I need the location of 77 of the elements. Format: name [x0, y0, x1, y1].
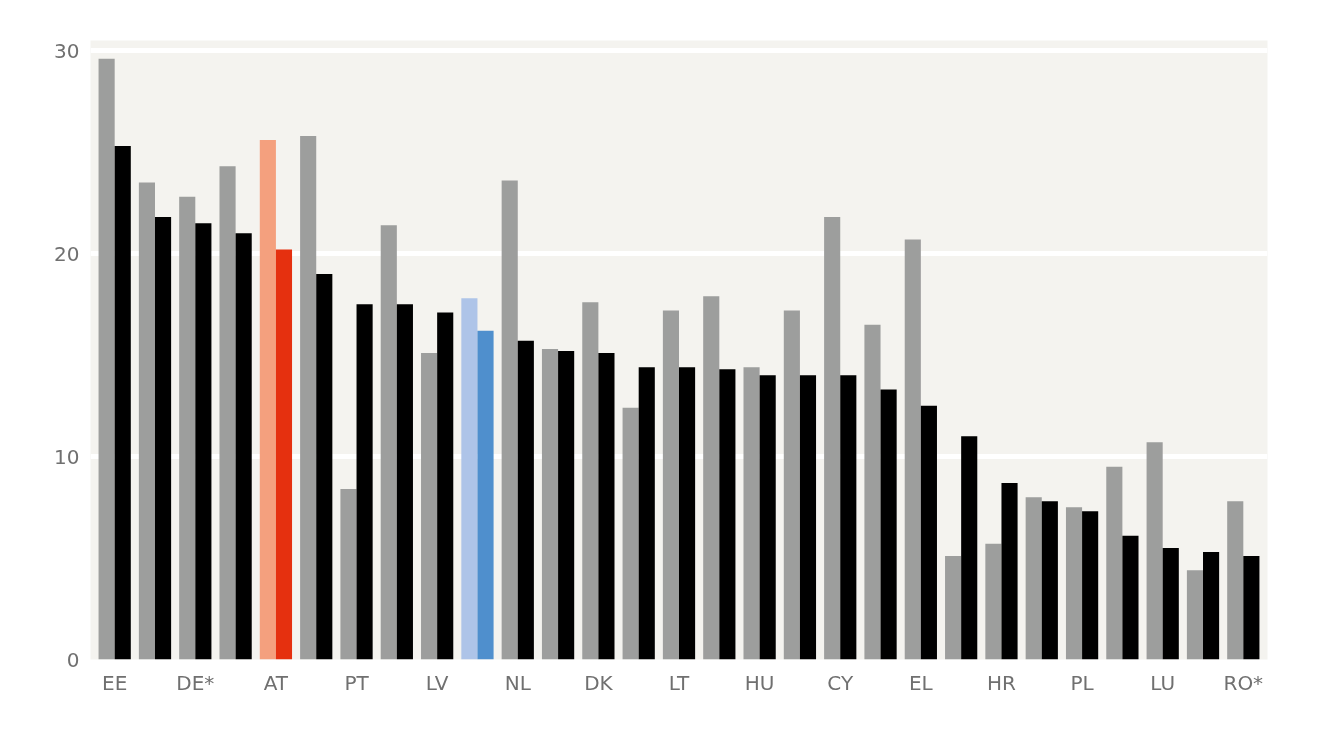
x-tick-label: LT	[668, 670, 691, 695]
x-tick-label: EL	[908, 670, 934, 695]
bar	[1025, 497, 1042, 660]
bar	[259, 139, 276, 660]
bar	[1082, 511, 1099, 660]
bar	[799, 375, 817, 660]
x-tick-label: PT	[344, 670, 370, 695]
bar	[1243, 556, 1260, 660]
bar	[904, 239, 921, 660]
bar	[396, 304, 413, 660]
bar	[1065, 507, 1083, 660]
bar	[421, 353, 438, 660]
bar	[477, 330, 494, 660]
bar	[517, 340, 534, 660]
bar	[743, 367, 760, 660]
y-tick-label: 0	[66, 647, 80, 672]
bar	[1162, 547, 1179, 660]
bar	[985, 543, 1002, 660]
bar	[759, 375, 776, 660]
bar	[340, 489, 357, 660]
bar	[98, 58, 115, 660]
bar	[501, 180, 518, 660]
x-tick-label: LV	[425, 670, 449, 695]
x-tick-label: PL	[1070, 670, 1095, 695]
bar	[461, 298, 478, 660]
bar	[1203, 551, 1220, 660]
bar	[961, 436, 978, 660]
bar	[541, 348, 559, 660]
bar	[1146, 442, 1163, 660]
bar	[824, 217, 841, 660]
bar	[662, 310, 679, 660]
bar	[114, 146, 131, 660]
bar	[1041, 501, 1058, 660]
bar	[945, 556, 962, 660]
bar	[300, 135, 317, 660]
bar	[219, 166, 236, 660]
bar	[920, 405, 937, 660]
bar	[783, 310, 800, 660]
x-tick-label: NL	[504, 670, 532, 695]
bar	[1106, 466, 1123, 660]
x-tick-label: HR	[987, 670, 1017, 695]
bar	[179, 196, 196, 660]
bar	[275, 249, 293, 660]
bar	[235, 233, 252, 660]
y-tick-label: 10	[54, 444, 80, 469]
x-tick-label: AT	[263, 670, 289, 695]
x-tick-label: EE	[102, 670, 128, 695]
bar	[195, 223, 212, 660]
bar	[840, 375, 857, 660]
bar	[703, 296, 720, 660]
bar	[1001, 482, 1018, 660]
x-tick-label: DK	[584, 670, 614, 695]
bar	[1227, 501, 1244, 660]
bar	[864, 324, 881, 660]
bar	[880, 389, 897, 660]
x-tick-label: CY	[827, 670, 854, 695]
bar	[558, 351, 575, 660]
x-tick-label: HU	[744, 670, 775, 695]
bar	[719, 369, 736, 660]
bar	[437, 312, 454, 660]
bar	[582, 302, 599, 660]
x-tick-label: RO*	[1223, 670, 1264, 695]
bar	[316, 273, 333, 660]
bar	[138, 182, 155, 660]
bar	[622, 407, 639, 660]
y-tick-label: 20	[54, 241, 80, 266]
bar	[1186, 570, 1204, 660]
x-tick-label: LU	[1150, 670, 1176, 695]
bar	[356, 304, 373, 660]
bar	[154, 217, 172, 660]
bar	[1122, 535, 1139, 660]
bar	[380, 225, 397, 660]
y-tick-label: 30	[54, 38, 80, 63]
bar	[638, 367, 655, 660]
bar	[598, 353, 615, 660]
x-tick-label: DE*	[176, 670, 215, 695]
bar	[679, 367, 696, 660]
